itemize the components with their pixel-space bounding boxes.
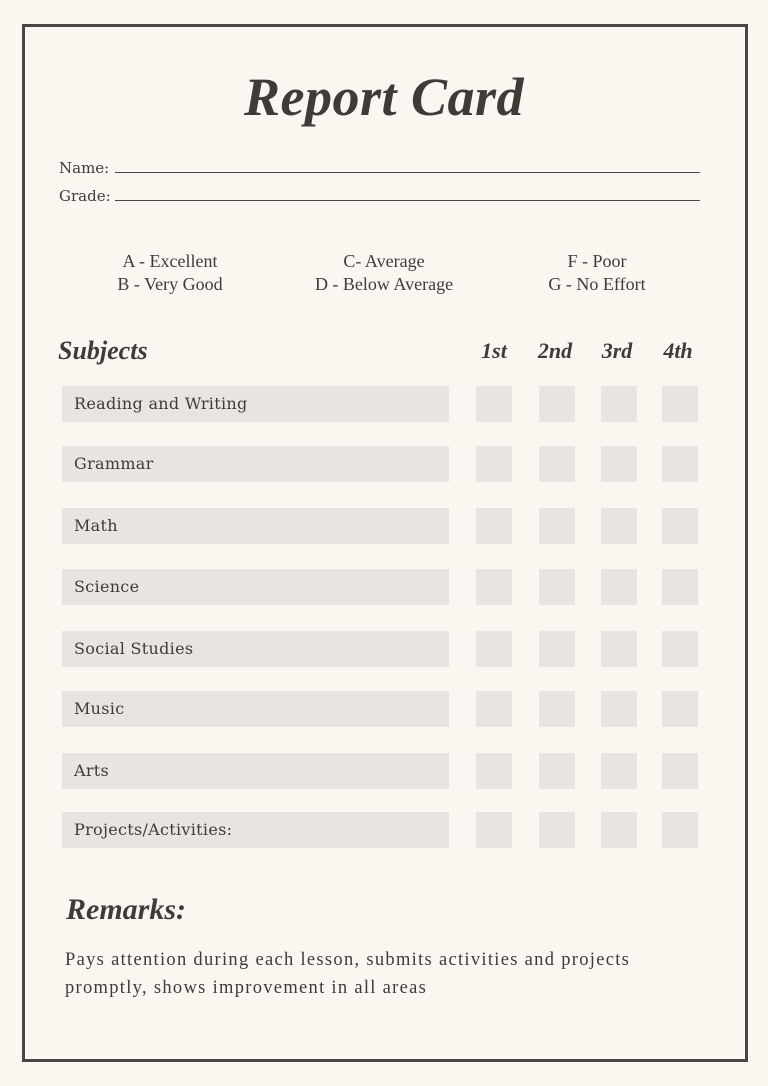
grade-cell-q2[interactable]: [539, 386, 575, 422]
grade-cell-q4[interactable]: [662, 569, 698, 605]
grade-cell-q2[interactable]: [539, 446, 575, 482]
grade-cell-q2[interactable]: [539, 691, 575, 727]
subject-row: Reading and Writing: [0, 386, 768, 422]
subject-label: Science: [62, 569, 449, 605]
grade-cell-q1[interactable]: [476, 691, 512, 727]
grade-cell-q2[interactable]: [539, 812, 575, 848]
grade-cell-q2[interactable]: [539, 569, 575, 605]
remarks-text: Pays attention during each lesson, submi…: [65, 950, 631, 998]
grade-cell-q1[interactable]: [476, 569, 512, 605]
legend-col-1: A - Excellent B - Very Good: [70, 250, 270, 296]
name-field[interactable]: Name:: [59, 159, 709, 177]
name-line: [115, 172, 700, 173]
subject-row: Grammar: [0, 446, 768, 482]
page-border: [22, 24, 748, 1062]
subjects-header: Subjects: [58, 336, 148, 365]
quarter-header-2: 2nd: [537, 338, 573, 363]
legend-item: G - No Effort: [548, 274, 646, 294]
legend-item: D - Below Average: [314, 274, 454, 294]
grade-cell-q3[interactable]: [601, 569, 637, 605]
grade-cell-q3[interactable]: [601, 386, 637, 422]
grade-cell-q4[interactable]: [662, 446, 698, 482]
grade-label: Grade:: [59, 187, 111, 205]
grade-cell-q4[interactable]: [662, 386, 698, 422]
name-label: Name:: [59, 159, 110, 177]
grade-cell-q4[interactable]: [662, 691, 698, 727]
grade-field[interactable]: Grade:: [59, 187, 709, 205]
legend-item: F - Poor: [567, 251, 627, 271]
subject-row: Science: [0, 569, 768, 605]
legend-col-3: F - Poor G - No Effort: [497, 250, 697, 296]
grade-cell-q3[interactable]: [601, 508, 637, 544]
subject-label: Arts: [62, 753, 449, 789]
subject-row: Social Studies: [0, 631, 768, 667]
grade-cell-q2[interactable]: [539, 753, 575, 789]
subject-row: Music: [0, 691, 768, 727]
subject-label: Grammar: [62, 446, 449, 482]
grade-cell-q1[interactable]: [476, 631, 512, 667]
subject-label: Projects/Activities:: [62, 812, 449, 848]
grade-cell-q3[interactable]: [601, 691, 637, 727]
page-title: Report Card: [243, 67, 525, 127]
grade-cell-q3[interactable]: [601, 631, 637, 667]
subject-label: Math: [62, 508, 449, 544]
legend-item: A - Excellent: [122, 251, 218, 271]
subject-row: Arts: [0, 753, 768, 789]
legend-item: C- Average: [343, 251, 425, 271]
legend-item: B - Very Good: [117, 274, 223, 294]
grade-cell-q3[interactable]: [601, 812, 637, 848]
grade-cell-q4[interactable]: [662, 508, 698, 544]
grade-line: [115, 200, 700, 201]
subject-row: Projects/Activities:: [0, 812, 768, 848]
grade-cell-q1[interactable]: [476, 508, 512, 544]
grade-cell-q2[interactable]: [539, 631, 575, 667]
subject-label: Music: [62, 691, 449, 727]
quarter-header-3: 3rd: [601, 338, 633, 363]
subject-label: Social Studies: [62, 631, 449, 667]
subject-label: Reading and Writing: [62, 386, 449, 422]
grade-cell-q2[interactable]: [539, 508, 575, 544]
grade-cell-q4[interactable]: [662, 753, 698, 789]
legend-col-2: C- Average D - Below Average: [284, 250, 484, 296]
grade-cell-q1[interactable]: [476, 753, 512, 789]
grade-cell-q1[interactable]: [476, 812, 512, 848]
grade-cell-q3[interactable]: [601, 753, 637, 789]
remarks-heading: Remarks:: [66, 893, 186, 926]
grade-cell-q3[interactable]: [601, 446, 637, 482]
quarter-header-4: 4th: [663, 338, 693, 363]
subject-row: Math: [0, 508, 768, 544]
grade-cell-q1[interactable]: [476, 386, 512, 422]
grade-cell-q1[interactable]: [476, 446, 512, 482]
grade-cell-q4[interactable]: [662, 812, 698, 848]
grade-cell-q4[interactable]: [662, 631, 698, 667]
quarter-header-1: 1st: [481, 338, 507, 363]
